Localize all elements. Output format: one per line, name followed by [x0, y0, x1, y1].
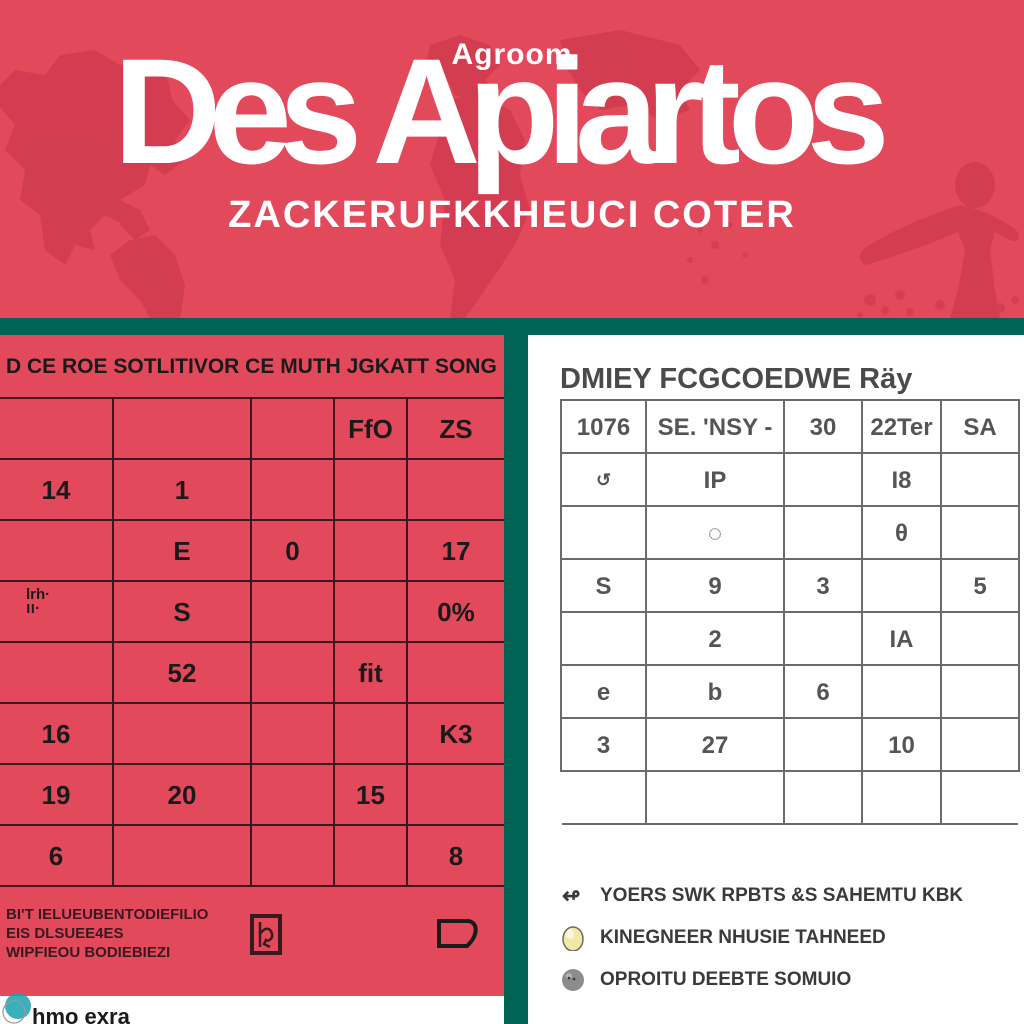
svg-text:hmo exra: hmo exra: [32, 1004, 131, 1024]
svg-text:↫: ↫: [562, 883, 580, 908]
